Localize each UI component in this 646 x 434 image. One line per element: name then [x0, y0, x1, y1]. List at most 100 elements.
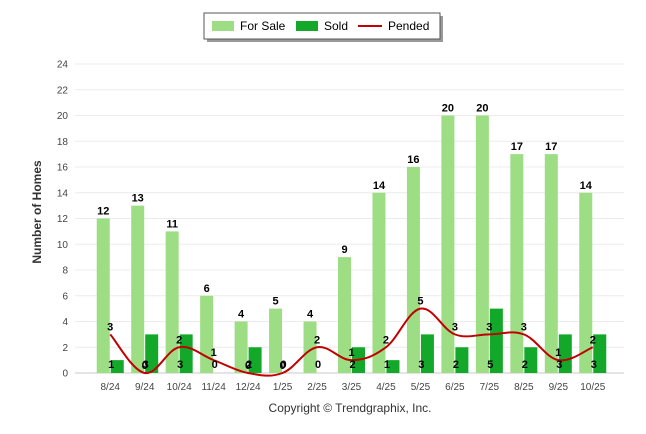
label-pended: 3 — [486, 321, 492, 333]
label-sold: 0 — [281, 359, 287, 371]
label-for-sale: 14 — [373, 180, 386, 192]
label-pended: 2 — [314, 334, 320, 346]
label-for-sale: 16 — [407, 154, 419, 166]
label-sold: 3 — [177, 359, 183, 371]
label-for-sale: 17 — [511, 141, 523, 153]
label-for-sale: 4 — [238, 309, 245, 321]
bar-for-sale — [338, 257, 351, 373]
bar-sold — [386, 360, 400, 373]
y-tick-label: 4 — [62, 317, 68, 328]
y-tick-label: 6 — [62, 291, 68, 302]
label-pended: 3 — [521, 321, 527, 333]
y-tick-label: 0 — [62, 369, 68, 380]
bars — [96, 115, 607, 373]
y-tick-label: 10 — [57, 240, 69, 251]
label-pended: 2 — [176, 334, 182, 346]
bar-for-sale — [441, 115, 455, 373]
x-tick-label: 10/25 — [580, 382, 605, 393]
label-sold: 3 — [591, 359, 597, 371]
label-sold: 2 — [453, 359, 459, 371]
pended-line-path — [109, 307, 594, 377]
label-sold: 1 — [384, 359, 390, 371]
x-tick-label: 10/24 — [167, 382, 192, 393]
y-tick-label: 8 — [62, 266, 68, 277]
label-sold: 3 — [143, 359, 149, 371]
label-pended: 3 — [452, 321, 458, 333]
y-tick-label: 24 — [57, 60, 69, 71]
y-tick-label: 20 — [57, 111, 69, 122]
label-for-sale: 6 — [204, 283, 210, 295]
label-sold: 2 — [246, 359, 252, 371]
label-pended: 1 — [555, 347, 561, 359]
label-for-sale: 11 — [166, 218, 178, 230]
label-pended: 2 — [590, 334, 596, 346]
bar-sold — [179, 334, 193, 373]
label-for-sale: 9 — [341, 244, 347, 256]
label-for-sale: 20 — [476, 103, 488, 115]
bar-sold — [558, 334, 572, 373]
bar-for-sale — [544, 154, 558, 373]
label-sold: 5 — [487, 359, 493, 371]
label-for-sale: 20 — [442, 103, 454, 115]
x-tick-label: 9/24 — [135, 382, 155, 393]
bar-for-sale — [96, 218, 110, 373]
label-for-sale: 5 — [273, 296, 279, 308]
bar-sold — [248, 347, 262, 373]
label-sold: 2 — [349, 359, 355, 371]
y-tick-label: 14 — [57, 188, 69, 199]
label-sold: 2 — [522, 359, 528, 371]
x-tick-label: 2/25 — [307, 382, 327, 393]
label-sold: 0 — [212, 359, 218, 371]
label-pended: 0 — [245, 360, 251, 372]
x-tick-label: 8/24 — [100, 382, 120, 393]
label-sold: 3 — [556, 359, 562, 371]
bar-for-sale — [372, 192, 386, 373]
bar-for-sale — [510, 154, 524, 373]
bar-for-sale — [165, 231, 179, 373]
label-pended: 2 — [383, 334, 389, 346]
x-tick-label: 3/25 — [342, 382, 362, 393]
x-tick-label: 11/24 — [201, 382, 226, 393]
y-axis-title: Number of Homes — [30, 160, 44, 264]
legend-swatch-sold — [296, 21, 318, 31]
pended-line — [109, 307, 594, 377]
bar-for-sale — [200, 295, 214, 373]
x-tick-label: 8/25 — [514, 382, 534, 393]
label-pended: 1 — [211, 347, 217, 359]
y-tick-label: 22 — [57, 85, 69, 96]
label-sold: 3 — [418, 359, 424, 371]
bar-sold — [110, 360, 124, 373]
bar-sold — [524, 347, 538, 373]
bar-sold — [455, 347, 469, 373]
bar-for-sale — [579, 192, 593, 373]
label-for-sale: 17 — [545, 141, 557, 153]
bar-sold — [593, 334, 607, 373]
x-tick-label: 6/25 — [445, 382, 465, 393]
bar-for-sale — [475, 115, 489, 373]
bar-sold — [145, 334, 159, 373]
legend-label-for-sale: For Sale — [240, 19, 286, 33]
bar-for-sale — [234, 321, 248, 373]
x-tick-label: 4/25 — [376, 382, 396, 393]
x-tick-label: 7/25 — [480, 382, 500, 393]
y-tick-label: 18 — [57, 137, 69, 148]
x-tick-label: 1/25 — [273, 382, 293, 393]
legend-label-pended: Pended — [388, 19, 429, 33]
copyright-text: Copyright © Trendgraphix, Inc. — [269, 401, 432, 415]
bar-for-sale — [131, 205, 145, 373]
y-tick-label: 16 — [57, 163, 69, 174]
label-sold: 1 — [108, 359, 114, 371]
bar-sold — [420, 334, 434, 373]
label-pended: 3 — [107, 321, 113, 333]
x-tick-label: 12/24 — [236, 382, 261, 393]
x-axis-ticks: 8/24 9/24 10/24 11/24 12/24 1/25 2/25 3/25 4/25 5… — [100, 382, 605, 393]
bar-for-sale — [303, 321, 317, 373]
label-pended: 0 — [280, 360, 286, 372]
legend-label-sold: Sold — [324, 19, 348, 33]
label-for-sale: 14 — [580, 180, 593, 192]
x-tick-label: 9/25 — [549, 382, 569, 393]
label-pended: 0 — [142, 360, 148, 372]
legend-box — [203, 12, 441, 40]
